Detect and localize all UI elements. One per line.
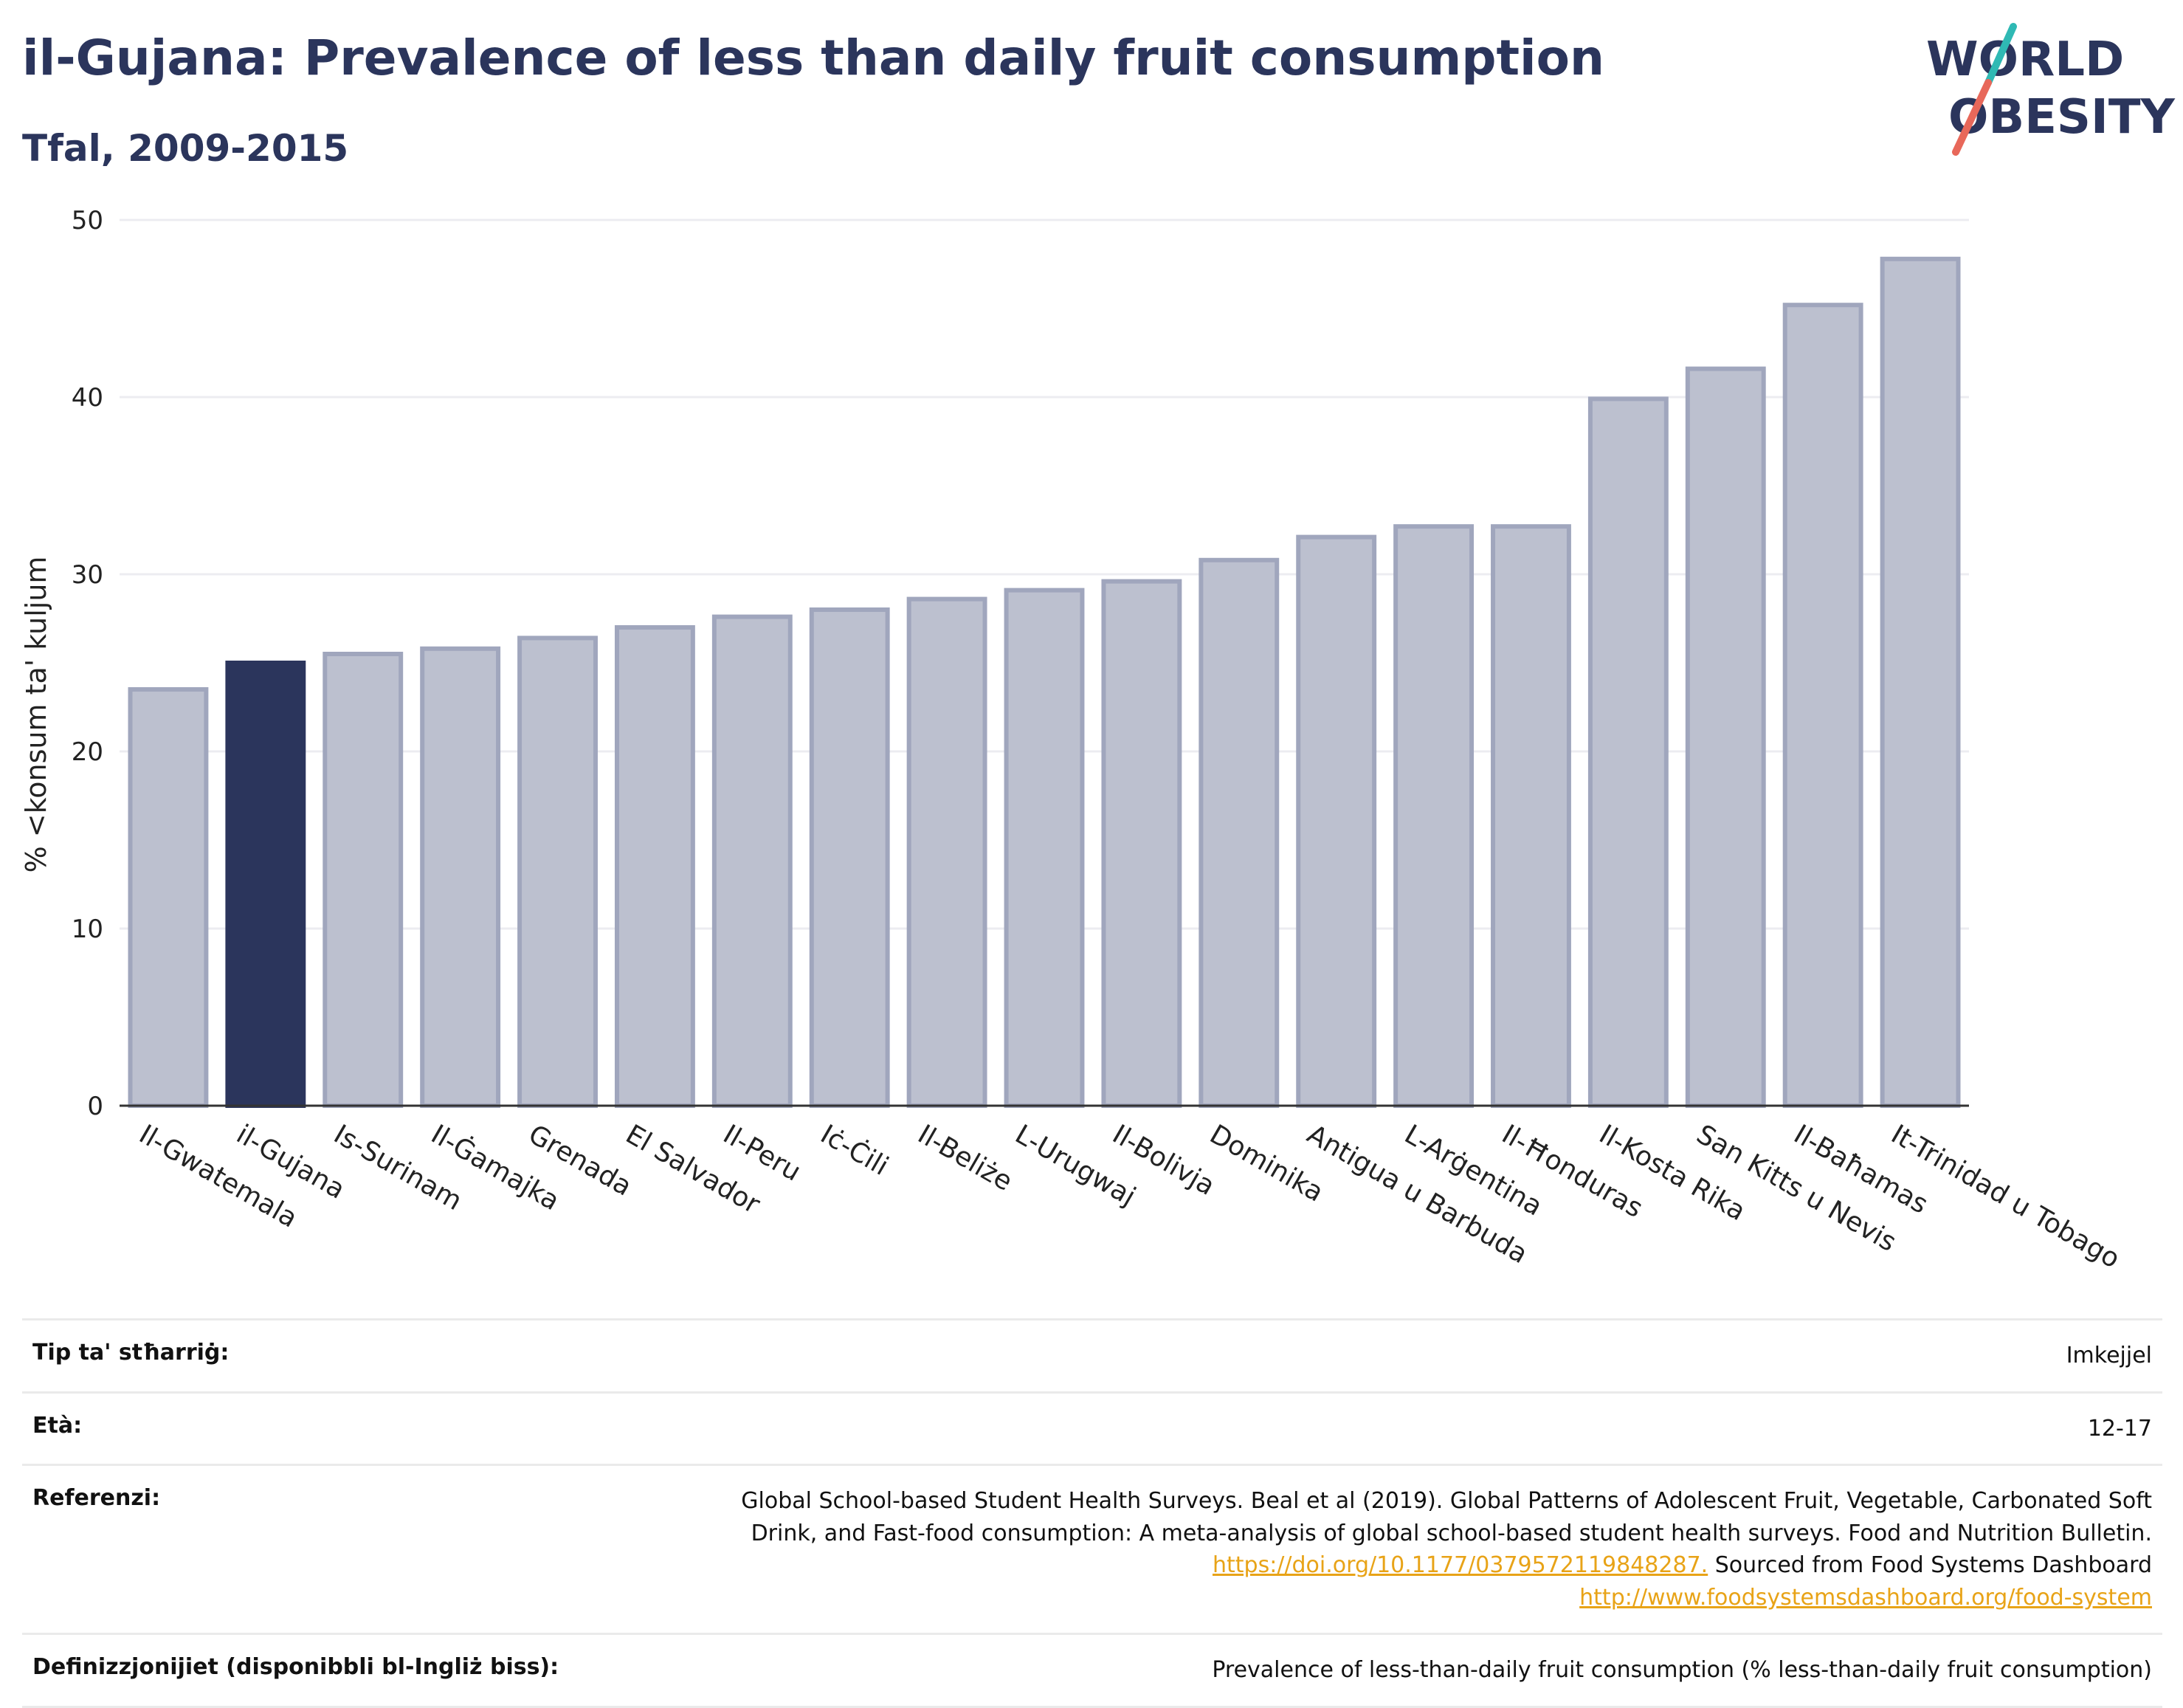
reference-text: Global School-based Student Health Surve… <box>741 1488 2152 1546</box>
info-row-references: Referenzi: Global School-based Student H… <box>22 1464 2162 1634</box>
bar-1 <box>128 687 209 1108</box>
world-obesity-logo: WORLD OBESITY <box>1926 23 2175 156</box>
bar-18 <box>1782 303 1863 1109</box>
info-value: 12-17 <box>707 1391 2162 1465</box>
bar-2 <box>225 661 306 1108</box>
y-tick-label: 50 <box>72 206 103 235</box>
logo-slash-coral <box>1952 79 1992 156</box>
bar-6 <box>614 625 695 1108</box>
info-value: Prevalence of less-than-daily fruit cons… <box>707 1633 2162 1708</box>
y-tick-label: 40 <box>72 383 103 413</box>
bar-19 <box>1880 256 1961 1108</box>
y-axis-ticks: 0 10 20 30 40 50 <box>72 206 103 1121</box>
y-tick-label: 30 <box>72 560 103 590</box>
doi-link[interactable]: https://doi.org/10.1177/0379572119848287… <box>1212 1552 1708 1578</box>
category-label: Il-Beliże <box>913 1119 1018 1197</box>
dashboard-link[interactable]: http://www.foodsystemsdashboard.org/food… <box>1579 1584 2152 1611</box>
bar-5 <box>517 636 598 1108</box>
info-row-age: Età: 12-17 <box>22 1391 2162 1465</box>
bar-17 <box>1685 366 1766 1109</box>
info-key: Definizzjonijiet (disponibbli bl-Ingliż … <box>22 1633 707 1708</box>
bar-7 <box>711 614 793 1108</box>
bar-10 <box>1004 588 1085 1108</box>
bar-11 <box>1101 579 1182 1108</box>
bar-4 <box>420 646 501 1108</box>
bar-12 <box>1199 557 1280 1108</box>
bar-14 <box>1393 524 1475 1108</box>
logo-text-obesity: OBESITY <box>1948 90 2175 145</box>
bar-9 <box>906 596 987 1108</box>
bar-chart: 0 10 20 30 40 50 Il-Gwatemalail-GujanaIs-Suri… <box>20 206 2125 1275</box>
y-tick-label: 0 <box>87 1092 103 1121</box>
y-axis-label: % <konsum ta' kuljum <box>20 557 52 873</box>
y-tick-label: 10 <box>72 915 103 944</box>
chart-subtitle: Tfal, 2009-2015 <box>22 127 349 170</box>
info-key: Età: <box>22 1391 707 1465</box>
category-label: Iċ-Ċili <box>815 1118 894 1182</box>
info-key: Referenzi: <box>22 1464 707 1634</box>
logo-text-world: WORLD <box>1926 32 2124 87</box>
bar-8 <box>809 607 890 1108</box>
logo-slash-teal <box>1984 23 2017 86</box>
bar-3 <box>323 652 404 1108</box>
y-tick-label: 20 <box>72 737 103 767</box>
info-row-survey-type: Tip ta' stħarriġ: Imkejjel <box>22 1318 2162 1392</box>
bar-16 <box>1587 396 1669 1108</box>
info-value: Imkejjel <box>707 1318 2162 1392</box>
info-table: Tip ta' stħarriġ: Imkejjel Età: 12-17 Re… <box>22 1318 2162 1708</box>
chart-title: il-Gujana: Prevalence of less than daily… <box>22 30 1605 86</box>
info-value: Global School-based Student Health Surve… <box>707 1464 2162 1634</box>
info-row-definitions: Definizzjonijiet (disponibbli bl-Ingliż … <box>22 1633 2162 1708</box>
source-text: Sourced from Food Systems Dashboard <box>1714 1552 2152 1578</box>
info-key: Tip ta' stħarriġ: <box>22 1318 707 1392</box>
bar-13 <box>1296 534 1377 1108</box>
category-labels: Il-Gwatemalail-GujanaIs-SurinamIl-Ġamajk… <box>134 1118 2125 1274</box>
bars <box>128 256 1961 1109</box>
bar-15 <box>1491 524 1571 1108</box>
